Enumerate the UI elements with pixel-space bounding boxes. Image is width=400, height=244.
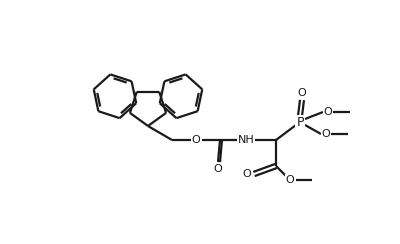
Text: O: O <box>192 135 200 145</box>
Text: O: O <box>322 129 330 139</box>
Text: O: O <box>298 88 306 98</box>
Text: O: O <box>324 107 332 117</box>
Text: O: O <box>286 175 294 185</box>
Text: O: O <box>214 164 222 174</box>
Text: P: P <box>296 115 304 129</box>
Text: O: O <box>243 169 251 179</box>
Text: NH: NH <box>238 135 254 145</box>
